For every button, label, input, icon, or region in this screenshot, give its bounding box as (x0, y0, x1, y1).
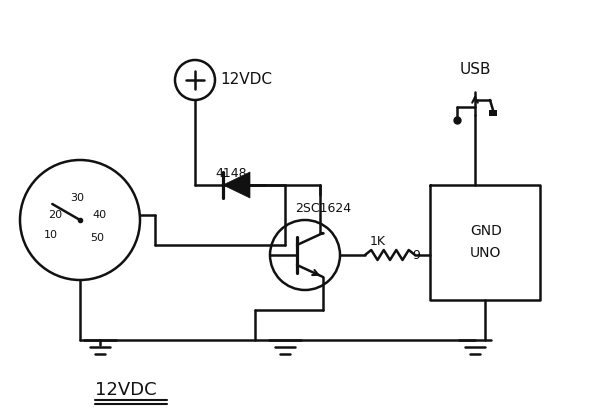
Text: 12VDC: 12VDC (95, 381, 157, 399)
Text: 20: 20 (48, 210, 62, 220)
Text: 4148: 4148 (215, 166, 247, 180)
Text: 2SC1624: 2SC1624 (295, 202, 351, 215)
Text: UNO: UNO (470, 246, 502, 259)
Text: 12VDC: 12VDC (220, 73, 272, 88)
Text: 30: 30 (70, 193, 84, 203)
Text: 10: 10 (44, 230, 58, 240)
Text: 40: 40 (92, 210, 106, 220)
Bar (489, 110, 497, 116)
Text: 50: 50 (90, 233, 104, 243)
Text: 9: 9 (412, 249, 420, 261)
Text: USB: USB (460, 63, 491, 78)
Text: GND: GND (470, 224, 502, 237)
Text: 1K: 1K (370, 234, 386, 247)
Polygon shape (223, 172, 250, 198)
